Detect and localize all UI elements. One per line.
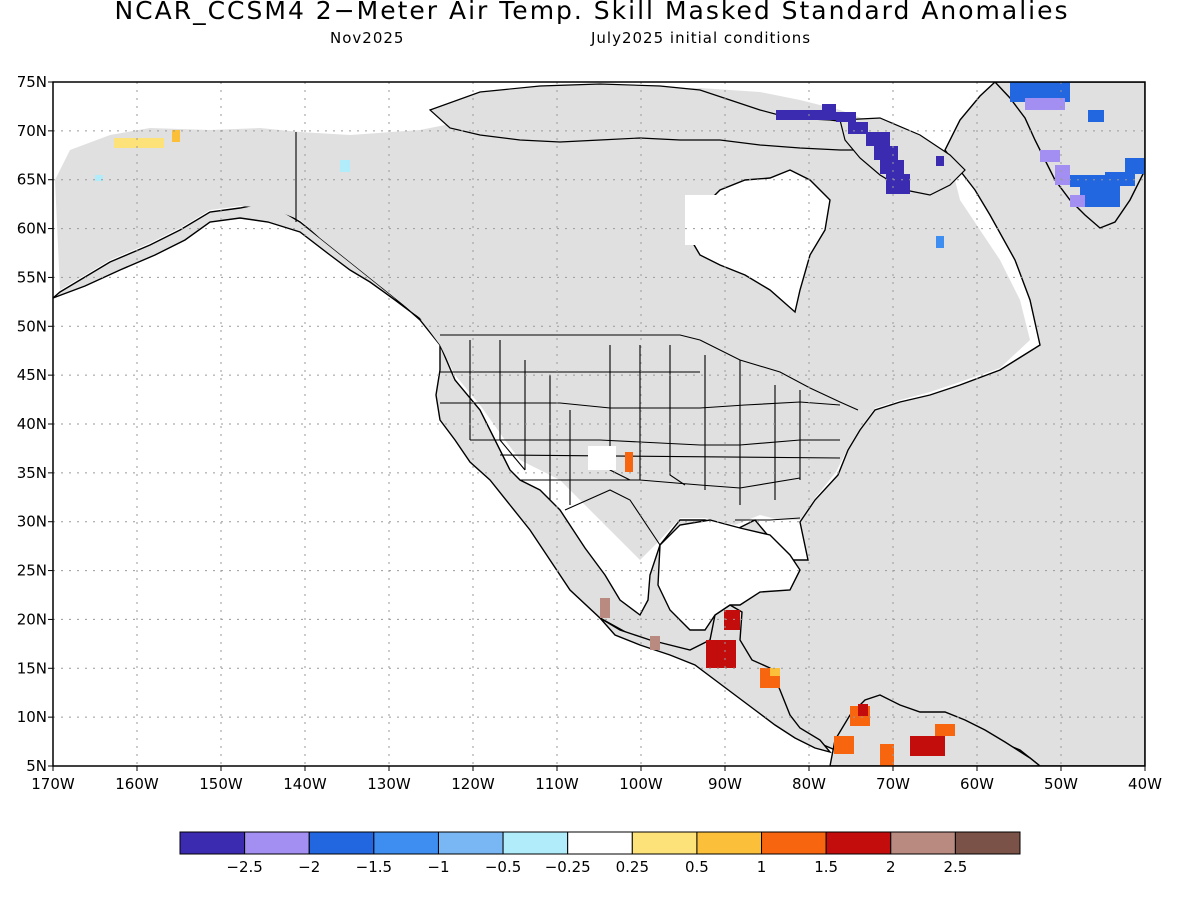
lon-label: 130W: [367, 775, 411, 793]
lon-label: 50W: [1044, 775, 1078, 793]
legend-swatch: [696, 831, 763, 855]
lon-label: 140W: [283, 775, 327, 793]
land-central-america: [599, 604, 832, 754]
political-borders: [295, 132, 859, 546]
lon-label: 170W: [31, 775, 75, 793]
lat-label: 40N: [17, 415, 47, 433]
legend-swatch: [631, 831, 698, 855]
legend-label: −0.5: [485, 858, 521, 876]
legend-label: −1: [427, 858, 449, 876]
legend-label: −0.25: [545, 858, 591, 876]
legend-swatch: [954, 831, 1021, 855]
lon-label: 150W: [199, 775, 243, 793]
lat-label: 25N: [17, 562, 47, 580]
longitude-axis: 170W 160W 150W 140W 130W 120W 110W 100W 90W 80W 70…: [31, 766, 1162, 793]
lat-label: 65N: [17, 171, 47, 189]
legend-swatch: [244, 831, 310, 855]
legend-label: 1: [757, 858, 767, 876]
latitude-axis: 5N 10N 15N 20N 25N 30N 35N 40N 45N 50N 55N 60N 65N 70…: [17, 73, 53, 775]
lon-label: 100W: [619, 775, 663, 793]
legend-label: −2.5: [226, 858, 262, 876]
map-body: [53, 82, 1145, 766]
lon-label: 60W: [960, 775, 994, 793]
legend-swatch: [437, 831, 504, 855]
lon-label: 80W: [792, 775, 826, 793]
legend-label: −2: [298, 858, 320, 876]
lat-label: 50N: [17, 317, 47, 335]
forecast-month: Nov2025: [330, 29, 405, 47]
lat-label: 20N: [17, 610, 47, 628]
anomaly-cells: [95, 82, 1145, 766]
lat-label: 70N: [17, 122, 47, 140]
lat-label: 15N: [17, 659, 47, 677]
legend-swatch: [502, 831, 569, 855]
lat-label: 5N: [26, 757, 47, 775]
lat-label: 45N: [17, 366, 47, 384]
land-north-america: [53, 82, 1145, 766]
lon-label: 70W: [876, 775, 910, 793]
legend-label: 1.5: [814, 858, 838, 876]
legend-swatch: [567, 831, 633, 855]
legend-label: 0.25: [616, 858, 649, 876]
legend-label: 2: [886, 858, 896, 876]
legend-swatch: [890, 831, 956, 855]
legend-swatch: [179, 831, 246, 855]
lat-label: 10N: [17, 708, 47, 726]
legend-label: 0.5: [685, 858, 709, 876]
lat-label: 55N: [17, 268, 47, 286]
lat-label: 75N: [17, 73, 47, 91]
lon-label: 110W: [535, 775, 579, 793]
lon-label: 160W: [115, 775, 159, 793]
lon-label: 90W: [708, 775, 742, 793]
legend-swatch: [761, 831, 827, 855]
graticule: [53, 82, 1145, 766]
lon-label: 120W: [451, 775, 495, 793]
gulf-of-mexico: [657, 519, 801, 631]
map-title: NCAR_CCSM4 2−Meter Air Temp. Skill Maske…: [114, 0, 1070, 25]
legend-swatch: [373, 831, 439, 855]
lat-label: 30N: [17, 513, 47, 531]
legend-label: 2.5: [943, 858, 967, 876]
color-legend: −2.5 −2 −1.5 −1 −0.5 −0.25 0.25 0.5 1 1.5 2 2.5: [179, 831, 1021, 876]
lat-label: 35N: [17, 464, 47, 482]
initial-conditions: July2025 initial conditions: [591, 29, 812, 47]
legend-label: −1.5: [356, 858, 392, 876]
lat-label: 60N: [17, 220, 47, 238]
lon-label: 40W: [1128, 775, 1162, 793]
legend-swatch: [308, 831, 375, 855]
legend-swatch: [825, 831, 892, 855]
